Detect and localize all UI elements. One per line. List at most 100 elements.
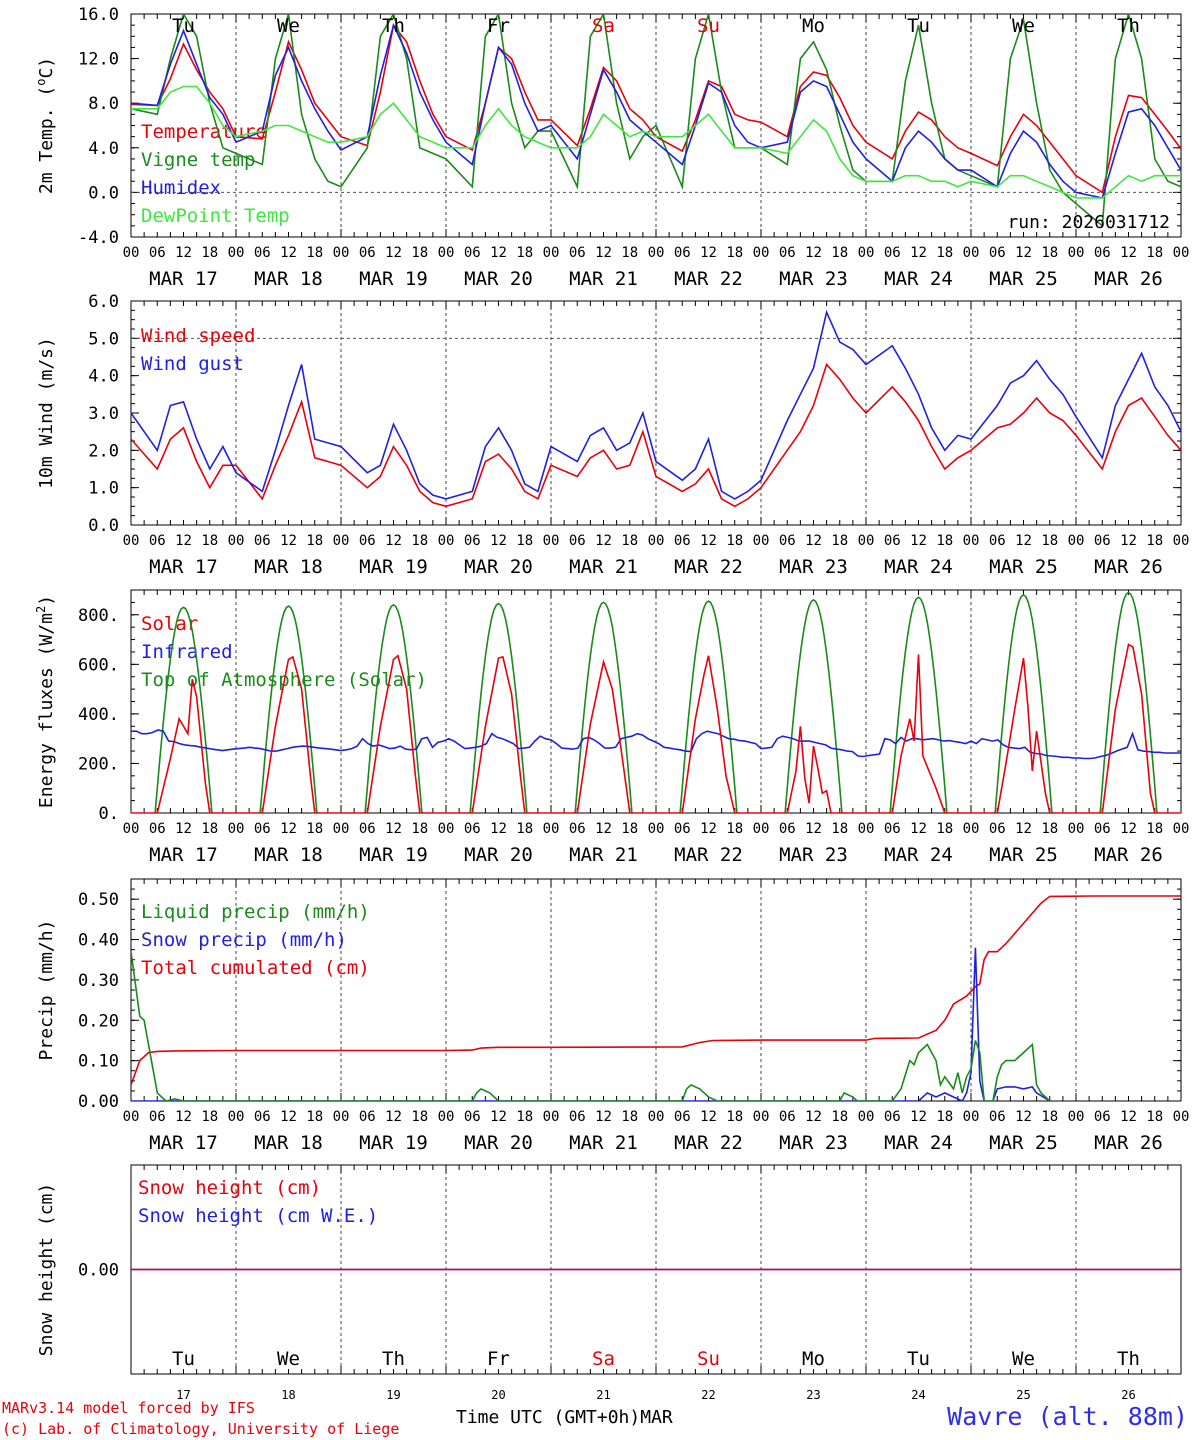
series-line (131, 309, 1181, 500)
x-hour-label: 06 (464, 245, 481, 261)
x-date-label: MAR 24 (884, 1132, 953, 1154)
x-hour-label: 18 (1146, 1109, 1163, 1125)
x-hour-label: 12 (1015, 1109, 1032, 1125)
y-tick-label: 5.0 (88, 329, 119, 349)
x-date-label: MAR 25 (989, 844, 1058, 866)
time-axis-title: Time UTC (GMT+0h)MAR (456, 1407, 673, 1428)
x-hour-label: 06 (674, 533, 691, 549)
y-axis-title-part: 10m Wind (m/s) (36, 337, 57, 489)
x-hour-label: 06 (464, 1109, 481, 1125)
x-hour-label: 18 (831, 245, 848, 261)
x-hour-label: 18 (1146, 821, 1163, 837)
day-number-label: 20 (491, 1388, 505, 1402)
x-date-label: MAR 18 (254, 268, 323, 290)
x-hour-label: 18 (831, 1109, 848, 1125)
weekday-label: Sa (592, 15, 615, 37)
toa-solar-arc (362, 603, 425, 813)
y-tick-label: 0.10 (78, 1052, 119, 1072)
x-hour-label: 06 (989, 821, 1006, 837)
day-number-label: 21 (596, 1388, 610, 1402)
x-hour-label: 12 (700, 1109, 717, 1125)
x-date-label: MAR 19 (359, 556, 428, 578)
x-hour-label: 00 (753, 245, 770, 261)
y-tick-label: 0.30 (78, 971, 119, 991)
x-hour-label: 18 (411, 1109, 428, 1125)
x-date-label: MAR 25 (989, 1132, 1058, 1154)
x-hour-label: 12 (175, 821, 192, 837)
x-hour-label: 00 (858, 821, 875, 837)
x-hour-label: 00 (543, 245, 560, 261)
x-hour-label: 06 (359, 821, 376, 837)
x-hour-label: 06 (149, 245, 166, 261)
x-date-label: MAR 17 (149, 268, 218, 290)
x-date-label: MAR 22 (674, 556, 743, 578)
x-hour-label: 00 (438, 821, 455, 837)
panel-1: -4.0 0.0 4.0 8.0 12.0 16.0 2m Temp. (oC) 00 06 12… (34, 5, 1189, 290)
x-hour-label: 12 (805, 533, 822, 549)
x-hour-label: 00 (648, 821, 665, 837)
x-hour-label: 18 (831, 821, 848, 837)
x-hour-label: 06 (149, 533, 166, 549)
x-hour-label: 12 (805, 245, 822, 261)
x-hour-label: 12 (910, 245, 927, 261)
x-hour-label: 12 (1120, 1109, 1137, 1125)
x-hour-label: 12 (1120, 821, 1137, 837)
day-number-label: 23 (806, 1388, 820, 1402)
x-hour-label: 18 (516, 245, 533, 261)
series-line (131, 14, 1181, 228)
toa-solar-arc (572, 601, 635, 813)
x-hour-label: 00 (1068, 821, 1085, 837)
y-tick-label: 12.0 (78, 50, 119, 70)
x-hour-label: 00 (648, 533, 665, 549)
x-hour-label: 06 (884, 821, 901, 837)
toa-solar-arc (887, 596, 950, 813)
series-line (131, 951, 1051, 1101)
x-date-label: MAR 21 (569, 844, 638, 866)
x-date-label: MAR 26 (1094, 844, 1163, 866)
x-hour-label: 12 (280, 821, 297, 837)
x-hour-label: 06 (359, 1109, 376, 1125)
day-number-label: 19 (386, 1388, 400, 1402)
x-hour-label: 12 (490, 245, 507, 261)
day-number-label: 26 (1121, 1388, 1135, 1402)
y-axis-title: Precip (mm/h) (36, 920, 57, 1061)
x-hour-label: 18 (411, 821, 428, 837)
x-hour-label: 00 (963, 1109, 980, 1125)
x-hour-label: 18 (306, 821, 323, 837)
x-hour-label: 18 (831, 533, 848, 549)
y-tick-label: 4.0 (88, 139, 119, 159)
x-date-label: MAR 20 (464, 844, 533, 866)
x-hour-label: 12 (910, 533, 927, 549)
x-hour-label: 18 (306, 245, 323, 261)
x-hour-label: 00 (228, 821, 245, 837)
y-tick-label: 0.0 (88, 516, 119, 536)
x-hour-label: 06 (989, 533, 1006, 549)
x-date-label: MAR 17 (149, 556, 218, 578)
x-hour-label: 06 (569, 533, 586, 549)
weekday-label: Tu (172, 15, 195, 37)
x-hour-label: 12 (700, 821, 717, 837)
x-hour-label: 06 (254, 821, 271, 837)
x-hour-label: 00 (543, 821, 560, 837)
legend-snow-height-cm-: Snow height (cm) (138, 1177, 321, 1199)
x-date-label: MAR 23 (779, 556, 848, 578)
x-date-label: MAR 24 (884, 268, 953, 290)
x-hour-label: 06 (1094, 821, 1111, 837)
x-date-label: MAR 21 (569, 1132, 638, 1154)
x-hour-label: 12 (280, 245, 297, 261)
x-date-label: MAR 26 (1094, 556, 1163, 578)
weekday-label: Th (1117, 1348, 1140, 1370)
toa-solar-arc (677, 600, 740, 813)
x-hour-label: 00 (858, 1109, 875, 1125)
series-line (131, 362, 1181, 508)
x-date-label: MAR 17 (149, 1132, 218, 1154)
x-hour-label: 12 (280, 533, 297, 549)
x-hour-label: 06 (569, 821, 586, 837)
x-hour-label: 18 (936, 533, 953, 549)
x-hour-label: 06 (779, 1109, 796, 1125)
x-hour-label: 18 (1041, 245, 1058, 261)
x-hour-label: 00 (333, 1109, 350, 1125)
y-tick-label: 0.00 (78, 1261, 119, 1281)
weekday-label: Mo (802, 15, 825, 37)
x-date-label: MAR 19 (359, 844, 428, 866)
